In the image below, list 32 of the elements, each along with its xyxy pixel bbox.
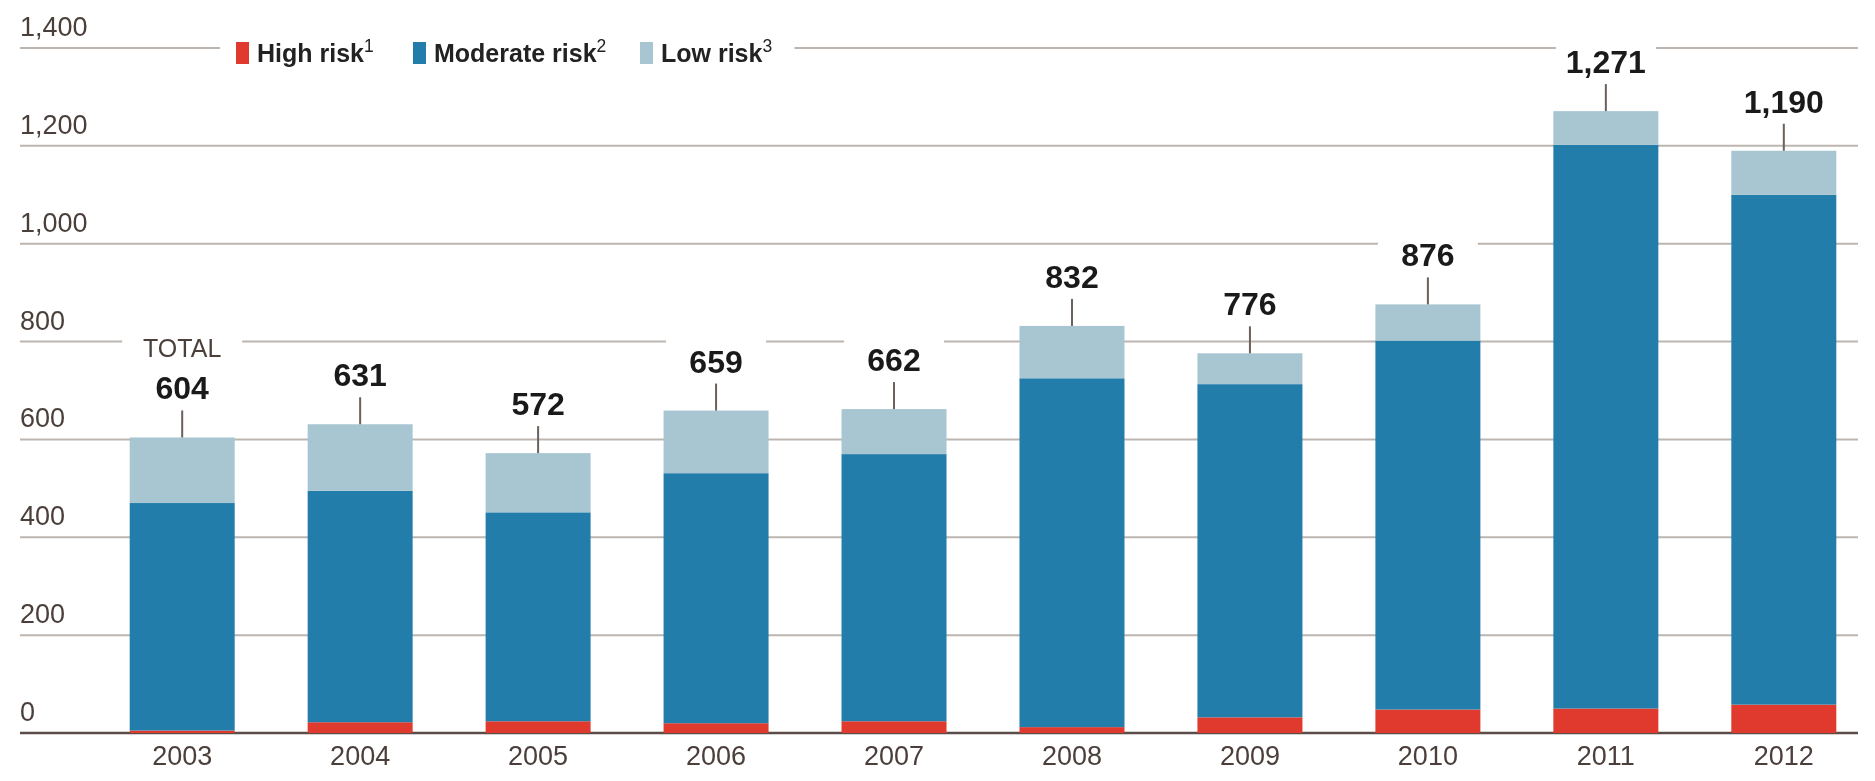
y-tick-label: 0	[20, 697, 36, 727]
total-label: 776	[1223, 286, 1277, 323]
total-label: 572	[511, 386, 565, 423]
x-tick-label: 2003	[152, 741, 213, 771]
x-tick-label: 2004	[330, 741, 391, 771]
total-label: 604	[155, 370, 210, 407]
x-tick-label: 2012	[1753, 741, 1814, 771]
legend-label: High risk$^{1}$	[257, 36, 374, 67]
y-tick-label: 1,400	[20, 12, 88, 42]
y-tick-label: 600	[20, 403, 66, 434]
y-tick-label: 200	[20, 599, 66, 630]
total-label: 1,190	[1743, 83, 1824, 120]
x-tick-label: 2007	[863, 741, 925, 771]
total-label: 876	[1401, 237, 1455, 274]
x-tick-label: 2010	[1397, 741, 1458, 771]
total-label: 1,271	[1565, 44, 1646, 81]
legend-label: Moderate risk$^{2}$	[434, 36, 607, 67]
x-tick-label: 2008	[1041, 741, 1103, 771]
total-label: 832	[1045, 258, 1099, 295]
y-tick-label: 400	[20, 501, 66, 532]
y-tick-label: 1,200	[20, 109, 88, 140]
total-label: 662	[867, 342, 921, 379]
x-tick-label: 2005	[508, 741, 569, 771]
total-label: 631	[333, 357, 387, 394]
x-tick-label: 2011	[1576, 741, 1635, 771]
total-label: 659	[689, 343, 743, 380]
legend-label: Low risk$^{3}$	[661, 36, 773, 67]
y-tick-label: 800	[20, 305, 66, 336]
annotation: TOTAL	[143, 334, 222, 363]
x-tick-label: 2009	[1219, 741, 1280, 771]
x-tick-label: 2006	[686, 741, 747, 771]
y-tick-label: 1,000	[20, 207, 88, 238]
